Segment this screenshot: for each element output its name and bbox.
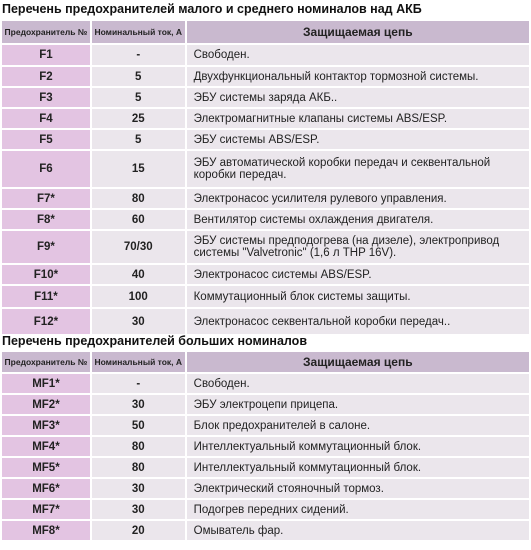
fuse-number-cell: MF5* — [2, 458, 90, 477]
rating-cell: 25 — [91, 109, 185, 128]
circuit-cell: Блок предохранителей в салоне. — [186, 416, 529, 435]
rating-cell: 5 — [91, 67, 185, 86]
rating-cell: 5 — [91, 130, 185, 149]
table-row: MF5* 80 Интеллектуальный коммутационный бл… — [2, 458, 529, 477]
fuse-number-cell: F6 — [2, 151, 90, 187]
circuit-cell: ЭБУ системы заряда АКБ.. — [186, 88, 529, 107]
table-row: F6 15 ЭБУ автоматической коробки передач и… — [2, 151, 529, 187]
table-row: F4 25 Электромагнитные клапаны системы ABS… — [2, 109, 529, 128]
rating-cell: 5 — [91, 88, 185, 107]
circuit-cell: Электромагнитные клапаны системы ABS/ESP… — [186, 109, 529, 128]
circuit-cell: Интеллектуальный коммутационный блок. — [186, 458, 529, 477]
rating-cell: 80 — [91, 458, 185, 477]
fuse-number-cell: F3 — [2, 88, 90, 107]
circuit-cell: ЭБУ автоматической коробки передач и сек… — [186, 151, 529, 187]
rating-cell: 40 — [91, 265, 185, 284]
circuit-cell: Коммутационный блок системы защиты. — [186, 286, 529, 307]
circuit-cell: Электронасос усилителя рулевого управлен… — [186, 189, 529, 208]
rating-cell: 100 — [91, 286, 185, 307]
table-row: MF4* 80 Интеллектуальный коммутационный бл… — [2, 437, 529, 456]
rating-cell: 30 — [91, 309, 185, 334]
rating-cell: 80 — [91, 437, 185, 456]
rating-cell: 30 — [91, 479, 185, 498]
table-header-row: Предохранитель № Номинальный ток, А Защи… — [2, 352, 529, 372]
table-row: F12* 30 Электронасос секвентальной коробки… — [2, 309, 529, 334]
fuse-number-cell: MF6* — [2, 479, 90, 498]
table-row: MF8* 20 Омыватель фар. — [2, 521, 529, 540]
table-row: MF2* 30 ЭБУ электроцепи прицепа. — [2, 395, 529, 414]
table-row: MF6* 30 Электрический стояночный тормоз. — [2, 479, 529, 498]
circuit-cell: Свободен. — [186, 374, 529, 393]
circuit-cell: Свободен. — [186, 45, 529, 65]
circuit-cell: Электрический стояночный тормоз. — [186, 479, 529, 498]
fuse-number-cell: F9* — [2, 231, 90, 263]
fuse-number-cell: MF7* — [2, 500, 90, 519]
rating-cell: - — [91, 45, 185, 65]
table-row: F2 5 Двухфункциональный контактор тормозно… — [2, 67, 529, 86]
table-header-row: Предохранитель № Номинальный ток, А Защи… — [2, 21, 529, 43]
table-row: F8* 60 Вентилятор системы охлаждения двига… — [2, 210, 529, 229]
rating-cell: 60 — [91, 210, 185, 229]
table-row: F7* 80 Электронасос усилителя рулевого упр… — [2, 189, 529, 208]
small-fuses-title: Перечень предохранителей малого и средне… — [2, 2, 422, 16]
fuse-number-cell: MF2* — [2, 395, 90, 414]
large-fuses-table: Предохранитель № Номинальный ток, А Защи… — [0, 350, 531, 542]
table-row: F9* 70/30 ЭБУ системы предподогрева (на ди… — [2, 231, 529, 263]
small-fuses-table: Предохранитель № Номинальный ток, А Защи… — [0, 19, 531, 336]
table-row: F11* 100 Коммутационный блок системы защит… — [2, 286, 529, 307]
rating-cell: 50 — [91, 416, 185, 435]
fuse-number-cell: MF8* — [2, 521, 90, 540]
rating-cell: 15 — [91, 151, 185, 187]
circuit-cell: ЭБУ системы ABS/ESP. — [186, 130, 529, 149]
fuse-number-cell: F5 — [2, 130, 90, 149]
table-row: F5 5 ЭБУ системы ABS/ESP. — [2, 130, 529, 149]
rating-cell: 20 — [91, 521, 185, 540]
circuit-cell: Омыватель фар. — [186, 521, 529, 540]
fuse-number-cell: MF3* — [2, 416, 90, 435]
fuse-number-cell: F2 — [2, 67, 90, 86]
fuse-number-cell: F4 — [2, 109, 90, 128]
fuse-number-cell: F11* — [2, 286, 90, 307]
fuse-column-header: Предохранитель № — [2, 352, 90, 372]
large-fuses-title: Перечень предохранителей больших номинал… — [2, 334, 308, 348]
fuse-number-cell: MF4* — [2, 437, 90, 456]
rating-cell: - — [91, 374, 185, 393]
fuse-number-cell: F10* — [2, 265, 90, 284]
fuse-number-cell: MF1* — [2, 374, 90, 393]
circuit-cell: Вентилятор системы охлаждения двигателя. — [186, 210, 529, 229]
table-row: MF3* 50 Блок предохранителей в салоне. — [2, 416, 529, 435]
fuse-number-cell: F8* — [2, 210, 90, 229]
circuit-cell: Электронасос системы ABS/ESP. — [186, 265, 529, 284]
table-row: MF1* - Свободен. — [2, 374, 529, 393]
circuit-column-header: Защищаемая цепь — [186, 21, 529, 43]
table-row: F10* 40 Электронасос системы ABS/ESP. — [2, 265, 529, 284]
circuit-cell: Подогрев передних сидений. — [186, 500, 529, 519]
table-row: MF7* 30 Подогрев передних сидений. — [2, 500, 529, 519]
rating-cell: 30 — [91, 500, 185, 519]
fuse-number-cell: F1 — [2, 45, 90, 65]
rating-cell: 30 — [91, 395, 185, 414]
circuit-cell: ЭБУ электроцепи прицепа. — [186, 395, 529, 414]
rating-column-header: Номинальный ток, А — [91, 352, 185, 372]
rating-cell: 80 — [91, 189, 185, 208]
table-row: F3 5 ЭБУ системы заряда АКБ.. — [2, 88, 529, 107]
circuit-cell: Электронасос секвентальной коробки перед… — [186, 309, 529, 334]
circuit-cell: Интеллектуальный коммутационный блок. — [186, 437, 529, 456]
rating-column-header: Номинальный ток, А — [91, 21, 185, 43]
circuit-cell: Двухфункциональный контактор тормозной с… — [186, 67, 529, 86]
circuit-cell: ЭБУ системы предподогрева (на дизеле), э… — [186, 231, 529, 263]
table-row: F1- Свободен. — [2, 45, 529, 65]
circuit-column-header: Защищаемая цепь — [186, 352, 529, 372]
fuse-column-header: Предохранитель № — [2, 21, 90, 43]
fuse-number-cell: F7* — [2, 189, 90, 208]
fuse-number-cell: F12* — [2, 309, 90, 334]
rating-cell: 70/30 — [91, 231, 185, 263]
